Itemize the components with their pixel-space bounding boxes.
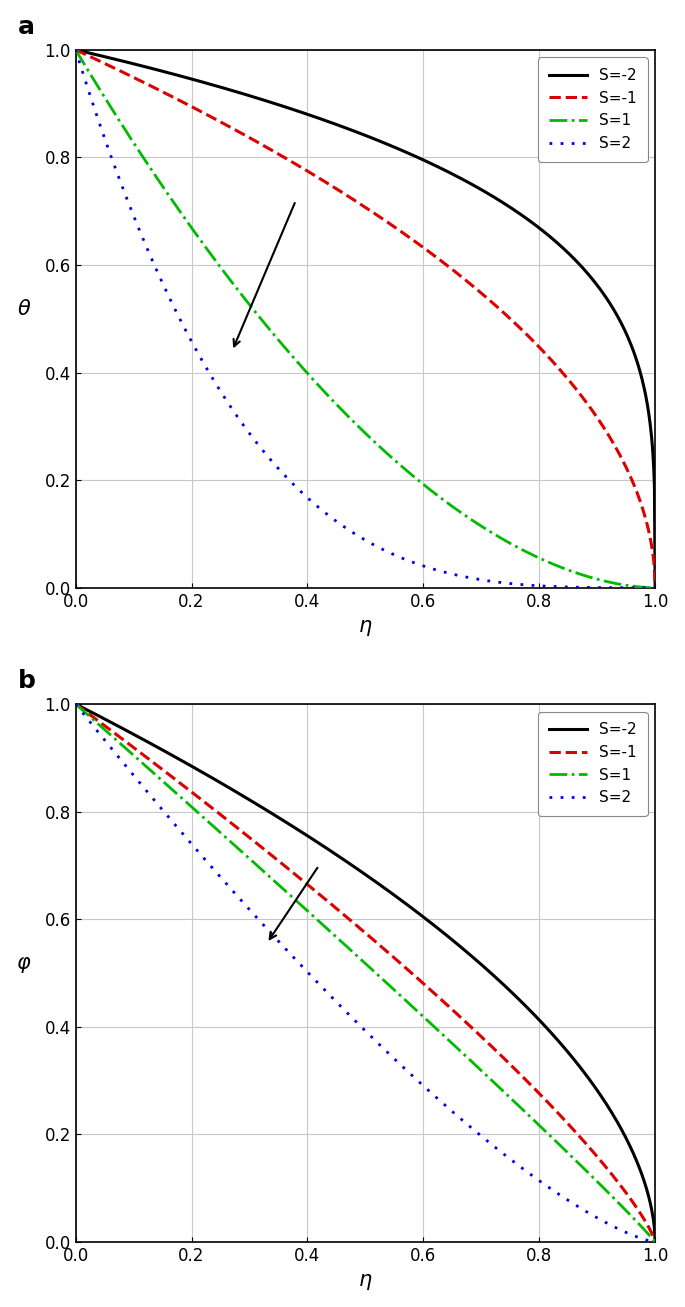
S=-2 [511,203,519,218]
S=-2 [408,146,416,162]
S=-2 [71,42,79,58]
Line: S=2: S=2 [75,50,655,588]
S=1 [571,1151,579,1167]
S=-1 [511,1061,519,1077]
Line: S=1: S=1 [75,50,655,588]
S=1 [71,42,79,58]
S=2 [440,565,449,580]
S=2 [71,42,79,58]
Line: S=-2: S=-2 [75,704,655,1242]
Line: S=-2: S=-2 [75,50,655,588]
S=-2 [571,251,579,267]
S=1 [511,1094,519,1110]
S=-2 [107,715,115,731]
S=-2 [71,697,79,712]
S=1 [511,538,519,554]
S=-1 [511,315,519,331]
S=2 [511,576,519,592]
S=2 [571,579,579,595]
S=1 [423,480,432,495]
S=1 [408,999,416,1014]
S=1 [107,728,115,744]
Line: S=-1: S=-1 [75,704,655,1242]
S=-2 [408,901,416,916]
S=-1 [440,256,449,272]
Line: S=-1: S=-1 [75,50,655,588]
S=-2 [571,1052,579,1068]
S=-1 [408,966,416,982]
S=2 [71,697,79,712]
S=-2 [107,51,115,67]
Legend: S=-2, S=-1, S=1, S=2: S=-2, S=-1, S=1, S=2 [538,58,647,162]
S=1 [571,565,579,580]
S=-1 [107,723,115,738]
S=2 [571,1197,579,1213]
S=-1 [71,42,79,58]
S=-2 [440,927,449,942]
Y-axis label: θ: θ [17,299,30,319]
S=2 [408,554,416,570]
S=-1 [71,697,79,712]
S=-1 [571,1123,579,1138]
S=1 [440,493,449,508]
S=1 [423,1013,432,1029]
S=-2 [651,1234,659,1249]
Legend: S=-2, S=-1, S=1, S=2: S=-2, S=-1, S=1, S=2 [538,711,647,816]
Text: a: a [18,16,35,39]
S=1 [408,468,416,484]
S=-1 [107,59,115,74]
S=-1 [440,995,449,1010]
S=-1 [571,379,579,395]
S=-2 [511,988,519,1004]
S=-2 [651,580,659,596]
Line: S=1: S=1 [75,704,655,1242]
S=2 [107,740,115,755]
S=2 [651,580,659,596]
S=1 [651,580,659,596]
S=2 [511,1155,519,1171]
S=2 [423,1082,432,1098]
S=-1 [651,1234,659,1249]
S=1 [651,1234,659,1249]
S=-1 [651,580,659,596]
S=-1 [408,231,416,247]
S=2 [107,149,115,165]
S=1 [440,1029,449,1044]
S=-1 [423,243,432,259]
S=2 [440,1097,449,1112]
S=1 [107,99,115,115]
X-axis label: η: η [359,1270,372,1290]
Line: S=2: S=2 [75,704,655,1242]
Y-axis label: φ: φ [16,953,30,972]
S=2 [651,1234,659,1249]
S=2 [423,559,432,575]
S=-1 [423,979,432,995]
Text: b: b [18,669,36,693]
S=-2 [423,154,432,170]
S=2 [408,1068,416,1084]
X-axis label: η: η [359,616,372,637]
S=1 [71,697,79,712]
S=-2 [440,162,449,178]
S=-2 [423,912,432,928]
